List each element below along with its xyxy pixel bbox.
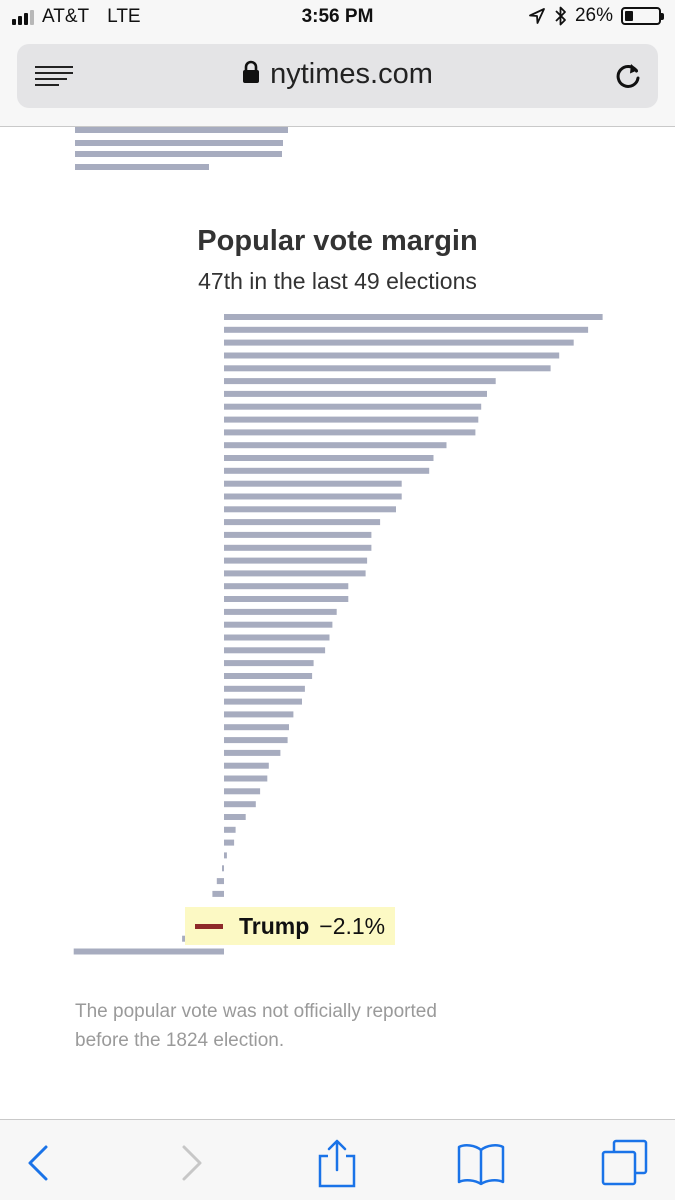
- vote-margin-bar: [224, 647, 326, 654]
- vote-margin-bar: [224, 570, 366, 577]
- vote-margin-bar: [73, 948, 224, 955]
- status-bar: AT&T LTE 3:56 PM 26%: [0, 0, 675, 36]
- vote-margin-bar: [224, 557, 368, 564]
- vote-margin-bar: [224, 506, 396, 513]
- vote-margin-bar: [224, 685, 305, 692]
- clock: 3:56 PM: [301, 6, 374, 27]
- vote-margin-bar: [224, 608, 337, 615]
- vote-margin-bar: [224, 365, 551, 372]
- battery-icon: [621, 7, 664, 25]
- vote-margin-bar: [224, 711, 294, 718]
- previous-chart-bar: [75, 164, 209, 170]
- vote-margin-bar: [224, 839, 235, 846]
- vote-margin-bar: [224, 724, 289, 731]
- bookmarks-icon[interactable]: [456, 1138, 506, 1188]
- trump-label: Trump: [239, 912, 310, 939]
- vote-margin-bar: [224, 737, 288, 744]
- lock-icon: [243, 61, 260, 84]
- previous-chart-bar: [75, 140, 283, 146]
- vote-margin-bar: [224, 544, 372, 551]
- bluetooth-icon: [555, 6, 566, 26]
- vote-margin-bar: [224, 698, 302, 705]
- forward-chevron-icon[interactable]: [166, 1138, 216, 1188]
- vote-margin-bar: [224, 583, 349, 590]
- article-content[interactable]: Popular vote margin 47th in the last 49 …: [0, 127, 675, 1120]
- back-chevron-icon[interactable]: [14, 1138, 64, 1188]
- vote-margin-bar: [224, 403, 482, 410]
- previous-chart-bar: [75, 127, 288, 133]
- vote-margin-bar: [224, 775, 268, 782]
- chart-footnote: The popular vote was not officially repo…: [75, 1001, 437, 1051]
- url-text: nytimes.com: [270, 58, 433, 90]
- vote-margin-bar: [224, 596, 349, 602]
- carrier-name: AT&T: [42, 6, 90, 27]
- trump-value: −2.1%: [319, 912, 386, 939]
- vote-margin-bar: [224, 531, 372, 538]
- vote-margin-bar: [224, 826, 236, 833]
- vote-margin-bar: [224, 416, 479, 423]
- vote-margin-bar: [224, 314, 603, 320]
- vote-margin-bar: [224, 749, 281, 756]
- signal-strength-icon: [12, 9, 34, 25]
- popular-vote-margin-chart: [73, 314, 603, 955]
- share-icon[interactable]: [312, 1138, 362, 1188]
- trump-callout: Trump −2.1%: [185, 907, 396, 945]
- vote-margin-bar: [216, 878, 224, 885]
- battery-level: [625, 11, 633, 21]
- vote-margin-bar: [224, 429, 476, 436]
- browser-address-bar: nytimes.com: [0, 36, 675, 127]
- tabs-icon[interactable]: [600, 1138, 650, 1188]
- vote-margin-bar: [224, 442, 447, 449]
- trump-color-swatch: [195, 923, 223, 929]
- url-display[interactable]: nytimes.com: [17, 58, 658, 91]
- vote-margin-bar: [224, 852, 227, 859]
- vote-margin-bar: [224, 493, 402, 500]
- vote-margin-bar: [224, 326, 589, 333]
- location-arrow-icon: [529, 8, 545, 24]
- battery-percent: 26%: [574, 5, 613, 26]
- vote-margin-bar: [224, 621, 333, 628]
- vote-margin-bar: [222, 865, 224, 872]
- vote-margin-bar: [224, 788, 261, 795]
- carrier-info: AT&T LTE: [12, 6, 141, 28]
- reader-view-icon[interactable]: [35, 66, 73, 88]
- browser-toolbar: [0, 1119, 675, 1200]
- vote-margin-bar: [224, 390, 487, 397]
- chart-title: Popular vote margin: [197, 225, 478, 257]
- vote-margin-bar: [224, 801, 256, 808]
- vote-margin-bar: [224, 762, 269, 769]
- network-type: LTE: [107, 6, 141, 27]
- reload-icon[interactable]: [612, 60, 644, 92]
- vote-margin-bar: [224, 519, 381, 526]
- vote-margin-bar: [224, 480, 402, 487]
- vote-margin-bar: [224, 660, 314, 667]
- vote-margin-bar: [224, 352, 560, 359]
- vote-margin-bar: [224, 455, 434, 461]
- vote-margin-bar: [224, 339, 574, 346]
- chart-subtitle: 47th in the last 49 elections: [198, 268, 477, 294]
- vote-margin-bar: [224, 673, 313, 679]
- vote-margin-bar: [224, 634, 330, 641]
- vote-margin-bar: [224, 467, 430, 474]
- vote-margin-bar: [224, 378, 496, 385]
- vote-margin-bar: [212, 890, 224, 897]
- url-field[interactable]: nytimes.com: [17, 44, 658, 108]
- vote-margin-bar: [224, 814, 246, 820]
- status-right-group: 26%: [528, 5, 664, 27]
- previous-chart-bar: [75, 151, 282, 157]
